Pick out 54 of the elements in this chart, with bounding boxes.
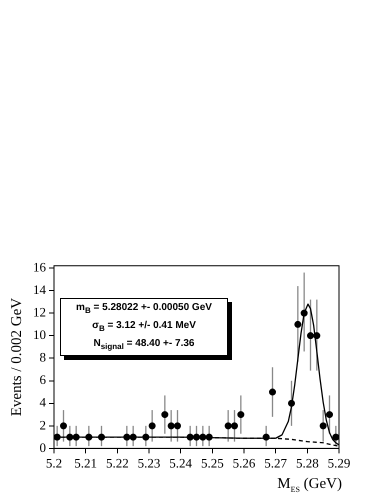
x-tick-label: 5.24	[169, 456, 193, 471]
y-tick-label: 8	[40, 350, 46, 365]
y-tick-label: 4	[40, 394, 46, 410]
point	[168, 422, 175, 430]
point	[193, 434, 200, 441]
point	[130, 434, 137, 441]
x-tick-label: 5.25	[200, 456, 224, 471]
point	[186, 434, 194, 441]
point	[54, 434, 61, 441]
point	[307, 332, 314, 340]
point	[174, 422, 181, 430]
point	[300, 310, 308, 317]
point	[224, 422, 232, 430]
point	[294, 320, 302, 328]
x-tick-label: 5.26	[232, 456, 256, 471]
y-tick-label: 16	[33, 259, 46, 274]
point	[231, 422, 238, 430]
x-axis-title: M$_{ES}$ (GeV)	[277, 476, 342, 494]
x-tick-label: 5.27	[264, 456, 288, 471]
point	[66, 434, 74, 441]
y-tick-label: 6	[40, 372, 46, 388]
x-tick-label: 5.29	[328, 456, 350, 471]
point	[72, 434, 80, 441]
y-tick-label: 10	[33, 327, 46, 342]
point	[123, 434, 130, 441]
point	[148, 422, 156, 430]
y-tick-label: 0	[40, 440, 46, 455]
y-tick-label: 14	[33, 282, 46, 298]
point	[85, 434, 92, 441]
point	[332, 434, 339, 441]
point	[313, 332, 320, 340]
point	[98, 434, 105, 441]
point	[206, 434, 213, 441]
point	[262, 434, 270, 441]
x-tick-label: 5.2	[46, 456, 62, 471]
point	[161, 411, 168, 418]
y-tick-label: 2	[40, 417, 46, 432]
y-axis-title: Events / 0.002 GeV	[8, 298, 25, 416]
point	[60, 422, 67, 430]
point	[269, 388, 276, 396]
point	[237, 411, 244, 418]
point	[326, 411, 333, 418]
annotation: σ$_{B}$ = 3.12 +/- 0.41 MeV	[91, 319, 197, 335]
point	[320, 422, 327, 430]
annotation: N$_{signal}$ = 48.40 +- 7.36	[92, 337, 196, 353]
x-tick-label: 5.23	[138, 456, 160, 471]
x-tick-label: 5.22	[106, 456, 129, 471]
x-tick-label: 5.28	[296, 456, 319, 471]
y-tick-label: 12	[33, 304, 46, 320]
annotation: m$_{B}$ = 5.28022 +- 0.00050 GeV	[75, 301, 213, 317]
point	[142, 434, 150, 441]
point	[199, 434, 206, 441]
point	[288, 400, 295, 407]
x-tick-label: 5.21	[74, 456, 98, 471]
